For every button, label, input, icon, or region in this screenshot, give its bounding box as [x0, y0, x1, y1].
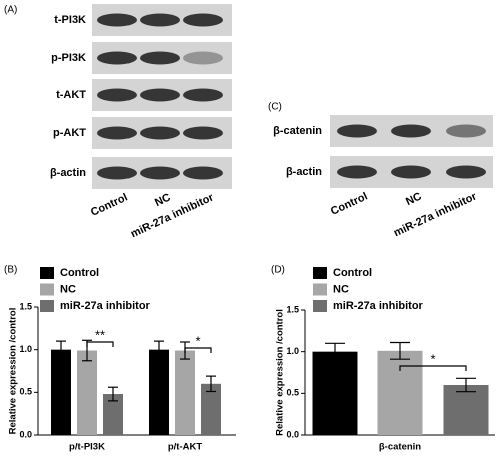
- blot-band: [140, 88, 180, 102]
- blot-band: [97, 166, 137, 180]
- blot-band: [97, 126, 137, 140]
- significance-bracket: [184, 347, 212, 353]
- error-bar: [206, 375, 216, 393]
- blot-band: [183, 51, 223, 65]
- blot-row-label: p-AKT: [53, 127, 86, 139]
- blot-band: [337, 165, 377, 179]
- bar: [312, 351, 358, 435]
- blot-band: [446, 165, 486, 179]
- legend-swatch: [40, 267, 54, 279]
- error-bar: [56, 340, 66, 359]
- blot-row-label: β-catenin: [273, 125, 322, 137]
- legend-label: miR-27a inhibitor: [60, 300, 151, 312]
- legend-label: Control: [60, 267, 99, 279]
- bar: [103, 394, 123, 435]
- legend-label: miR-27a inhibitor: [333, 300, 424, 312]
- bar: [443, 385, 489, 435]
- error-bar: [108, 386, 118, 402]
- x-tick-label: p/t-PI3K: [69, 442, 105, 453]
- lane-label: miR-27a inhibitor: [129, 191, 216, 240]
- legend-swatch: [313, 283, 327, 296]
- significance-bracket: [399, 365, 467, 371]
- lane-label: Control: [89, 191, 130, 218]
- blot-row-label: p-PI3K: [51, 52, 86, 64]
- blot-row-label: t-AKT: [56, 89, 86, 101]
- legend-label: Control: [333, 267, 372, 279]
- panel-label: (C): [268, 102, 282, 113]
- blot-band: [183, 126, 223, 140]
- blot-band: [391, 165, 431, 179]
- significance-bracket: [86, 341, 114, 347]
- y-axis-label: Relative expression /control: [8, 308, 19, 435]
- blot-band: [446, 124, 486, 138]
- bar: [175, 350, 195, 435]
- y-tick-label: 0.0: [19, 429, 32, 439]
- y-axis-label: Relative expression /control: [275, 309, 286, 436]
- x-tick-label: p/t-AKT: [168, 442, 202, 453]
- legend-label: NC: [60, 283, 76, 295]
- blot-band: [140, 51, 180, 65]
- blot-row-label: β-actin: [286, 166, 322, 178]
- lane-label: Control: [329, 190, 370, 217]
- y-tick-label: 1.0: [19, 344, 32, 354]
- blot-band: [183, 13, 223, 27]
- blot-band: [337, 124, 377, 138]
- blot-band: [140, 166, 180, 180]
- blot-band: [183, 166, 223, 180]
- panel-label: (D): [271, 265, 285, 276]
- panel-label: (A): [4, 5, 17, 16]
- legend-swatch: [313, 300, 327, 312]
- lane-label: NC: [153, 191, 173, 209]
- significance-label: *: [430, 351, 435, 366]
- y-tick-label: 1.5: [19, 301, 32, 311]
- y-tick-label: 0.0: [286, 429, 299, 439]
- error-bar: [390, 341, 410, 360]
- error-bar: [154, 340, 164, 359]
- blot-band: [391, 124, 431, 138]
- significance-label: **: [95, 327, 105, 342]
- error-bar: [325, 342, 345, 361]
- blot-row-label: t-PI3K: [54, 14, 86, 26]
- panel-label: (B): [4, 265, 17, 276]
- legend-swatch: [40, 300, 54, 312]
- lane-label: NC: [404, 190, 424, 208]
- legend-swatch: [40, 283, 54, 296]
- legend-swatch: [313, 267, 327, 279]
- y-tick-label: 1.5: [286, 304, 299, 314]
- significance-label: *: [195, 333, 200, 348]
- bar: [149, 349, 169, 435]
- bar: [201, 383, 221, 435]
- blot-band: [183, 88, 223, 102]
- error-bar: [456, 377, 476, 393]
- legend-label: NC: [333, 283, 349, 295]
- bar: [51, 349, 71, 435]
- x-tick-label: β-catenin: [379, 442, 421, 453]
- y-tick-label: 0.5: [286, 388, 299, 398]
- blot-band: [97, 13, 137, 27]
- y-tick-label: 1.0: [286, 346, 299, 356]
- blot-band: [140, 13, 180, 27]
- blot-band: [97, 88, 137, 102]
- blot-row-label: β-actin: [50, 167, 86, 179]
- blot-band: [97, 51, 137, 65]
- blot-band: [140, 126, 180, 140]
- bar: [77, 350, 97, 435]
- y-tick-label: 0.5: [19, 387, 32, 397]
- bar: [377, 350, 423, 435]
